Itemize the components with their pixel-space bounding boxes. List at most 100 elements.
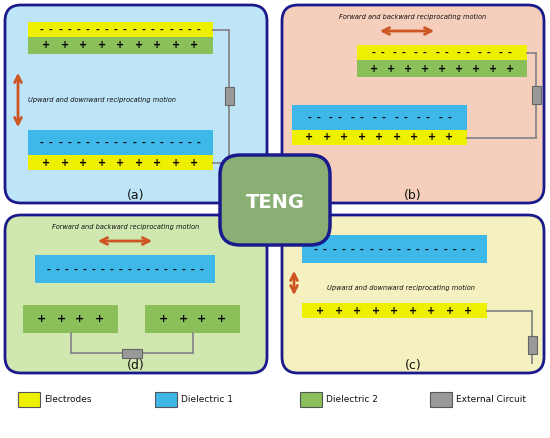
Text: External Circuit: External Circuit [456, 395, 526, 404]
Text: +: + [98, 40, 106, 50]
Bar [28, 37, 213, 54]
Text: –  –: – – [373, 113, 386, 122]
Bar [35, 255, 215, 283]
Text: +: + [56, 314, 65, 324]
Text: +: + [358, 133, 366, 142]
Text: +: + [153, 158, 162, 167]
Text: +: + [323, 133, 331, 142]
Text: +: + [455, 64, 463, 74]
Text: –  –: – – [478, 48, 491, 57]
Text: Dielectric 2: Dielectric 2 [326, 395, 378, 404]
Bar [28, 155, 213, 170]
FancyBboxPatch shape [282, 215, 544, 373]
Text: +: + [79, 158, 87, 167]
Text: +: + [354, 305, 361, 315]
Text: +: + [190, 40, 199, 50]
Text: Forward and backward reciprocating motion: Forward and backward reciprocating motio… [52, 224, 200, 230]
Text: +: + [335, 305, 343, 315]
Text: +: + [216, 314, 225, 324]
Text: Forward and backward reciprocating motion: Forward and backward reciprocating motio… [339, 14, 487, 20]
Text: +: + [61, 40, 69, 50]
Text: –  –: – – [351, 244, 364, 254]
Bar [430, 392, 452, 407]
Text: –  –: – – [96, 138, 108, 147]
Text: +: + [160, 314, 169, 324]
Bar [357, 60, 527, 77]
Text: –  –: – – [169, 138, 183, 147]
Text: +: + [446, 133, 454, 142]
Text: –  –: – – [133, 138, 145, 147]
Text: –  –: – – [372, 48, 384, 57]
Text: Upward and downward reciprocating motion: Upward and downward reciprocating motion [28, 97, 176, 103]
Text: +: + [197, 314, 207, 324]
Text: +: + [410, 133, 419, 142]
Text: +: + [372, 305, 380, 315]
Bar [28, 22, 213, 37]
Text: –  –: – – [191, 265, 204, 273]
Text: –  –: – – [314, 244, 327, 254]
Text: +: + [489, 64, 497, 74]
Text: –  –: – – [40, 25, 53, 34]
Text: –  –: – – [436, 48, 448, 57]
Text: (a): (a) [127, 188, 145, 201]
Text: +: + [190, 158, 199, 167]
Text: –  –: – – [59, 25, 72, 34]
Text: –  –: – – [499, 48, 512, 57]
Text: –  –: – – [188, 138, 201, 147]
Text: +: + [135, 40, 143, 50]
Text: Dielectric 1: Dielectric 1 [181, 395, 233, 404]
Text: –  –: – – [393, 48, 406, 57]
Text: +: + [42, 40, 51, 50]
Text: –  –: – – [414, 48, 427, 57]
Text: (c): (c) [405, 358, 421, 371]
Bar [302, 235, 487, 263]
Text: TENG: TENG [245, 192, 305, 212]
Text: +: + [464, 305, 472, 315]
Text: Electrodes: Electrodes [44, 395, 91, 404]
Text: –  –: – – [96, 25, 108, 34]
Text: –  –: – – [395, 113, 408, 122]
Bar [531, 86, 541, 104]
Text: +: + [135, 158, 143, 167]
Bar [302, 303, 487, 318]
Text: Upward and downward reciprocating motion: Upward and downward reciprocating motion [327, 285, 475, 291]
Text: –  –: – – [351, 113, 364, 122]
Bar [292, 105, 467, 130]
FancyBboxPatch shape [282, 5, 544, 203]
Bar [28, 130, 213, 155]
Text: +: + [370, 64, 378, 74]
Text: +: + [178, 314, 188, 324]
Text: –  –: – – [77, 138, 90, 147]
Text: +: + [446, 305, 454, 315]
Text: +: + [421, 64, 429, 74]
Text: –  –: – – [47, 265, 59, 273]
Text: +: + [37, 314, 47, 324]
Text: –  –: – – [417, 113, 430, 122]
Text: +: + [427, 305, 436, 315]
Bar [357, 45, 527, 60]
Text: +: + [376, 133, 383, 142]
Text: +: + [61, 158, 69, 167]
Text: +: + [75, 314, 85, 324]
Bar [527, 336, 536, 353]
Bar [122, 349, 141, 357]
Text: +: + [305, 133, 313, 142]
Text: –  –: – – [82, 265, 95, 273]
Text: +: + [153, 40, 162, 50]
Text: +: + [172, 40, 180, 50]
Text: –  –: – – [188, 25, 201, 34]
Text: +: + [95, 314, 103, 324]
Text: –  –: – – [173, 265, 185, 273]
Text: –  –: – – [425, 244, 438, 254]
Text: –  –: – – [333, 244, 345, 254]
Text: +: + [404, 64, 412, 74]
Bar [292, 130, 467, 145]
Text: –  –: – – [169, 25, 183, 34]
Text: –  –: – – [40, 138, 53, 147]
Text: –  –: – – [151, 25, 164, 34]
Text: –  –: – – [388, 244, 401, 254]
FancyBboxPatch shape [220, 155, 330, 245]
Bar [18, 392, 40, 407]
Text: –  –: – – [444, 244, 456, 254]
Text: +: + [117, 158, 124, 167]
